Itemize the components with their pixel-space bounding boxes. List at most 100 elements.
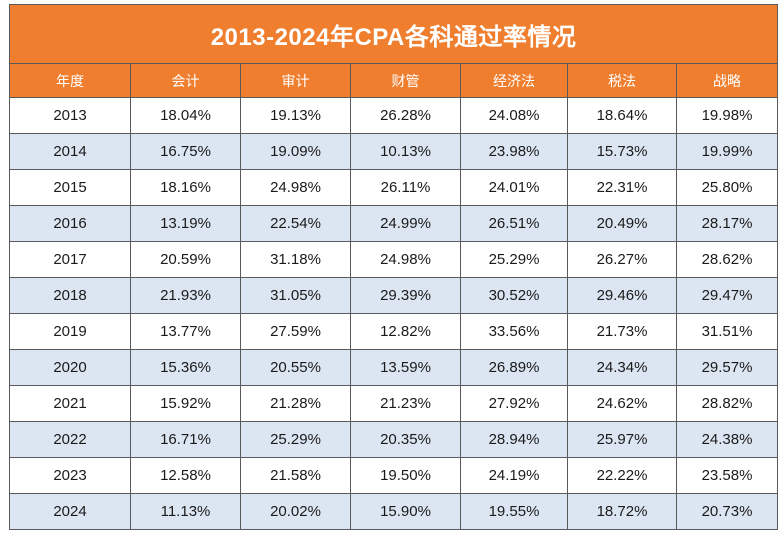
cell-audit: 31.05% [240, 277, 351, 314]
cell-accounting: 13.19% [130, 205, 241, 242]
pass-rate-table: 2013-2024年CPA各科通过率情况 年度 会计 审计 财管 经济法 税法 … [8, 4, 779, 530]
cell-financial-management: 29.39% [350, 277, 461, 314]
cell-year: 2018 [9, 277, 131, 314]
cell-economic-law: 24.01% [460, 169, 568, 206]
header-financial-management: 财管 [350, 63, 461, 98]
table-row: 2024 11.13% 20.02% 15.90% 19.55% 18.72% 20.73% [9, 493, 779, 530]
table-row: 2017 20.59% 31.18% 24.98% 25.29% 26.27% 28.62% [9, 241, 779, 278]
cell-audit: 27.59% [240, 313, 351, 350]
cell-accounting: 13.77% [130, 313, 241, 350]
cell-economic-law: 26.51% [460, 205, 568, 242]
cell-financial-management: 24.99% [350, 205, 461, 242]
cell-year: 2021 [9, 385, 131, 422]
cell-audit: 20.55% [240, 349, 351, 386]
cell-year: 2019 [9, 313, 131, 350]
cell-audit: 19.09% [240, 133, 351, 170]
table-title: 2013-2024年CPA各科通过率情况 [8, 4, 779, 64]
cell-economic-law: 19.55% [460, 493, 568, 530]
cell-accounting: 16.75% [130, 133, 241, 170]
cell-tax-law: 29.46% [567, 277, 677, 314]
cell-strategy: 23.58% [675, 457, 779, 494]
header-row: 年度 会计 审计 财管 经济法 税法 战略 [9, 63, 779, 98]
cell-strategy: 31.51% [675, 313, 779, 350]
cell-year: 2015 [9, 169, 131, 206]
table-row: 2022 16.71% 25.29% 20.35% 28.94% 25.97% 24.38% [9, 421, 779, 458]
cell-economic-law: 25.29% [460, 241, 568, 278]
cell-tax-law: 20.49% [567, 205, 677, 242]
cell-strategy: 28.17% [675, 205, 779, 242]
pass-rate-table-container: 2013-2024年CPA各科通过率情况 年度 会计 审计 财管 经济法 税法 … [8, 4, 779, 530]
cell-year: 2013 [9, 97, 131, 134]
cell-audit: 31.18% [240, 241, 351, 278]
cell-strategy: 29.57% [675, 349, 779, 386]
header-year: 年度 [9, 63, 131, 98]
table-row: 2019 13.77% 27.59% 12.82% 33.56% 21.73% 31.51% [9, 313, 779, 350]
cell-financial-management: 19.50% [350, 457, 461, 494]
cell-tax-law: 26.27% [567, 241, 677, 278]
cell-financial-management: 26.11% [350, 169, 461, 206]
table-row: 2023 12.58% 21.58% 19.50% 24.19% 22.22% 23.58% [9, 457, 779, 494]
cell-accounting: 18.16% [130, 169, 241, 206]
cell-year: 2020 [9, 349, 131, 386]
cell-year: 2023 [9, 457, 131, 494]
cell-tax-law: 24.34% [567, 349, 677, 386]
cell-accounting: 20.59% [130, 241, 241, 278]
cell-year: 2017 [9, 241, 131, 278]
cell-year: 2014 [9, 133, 131, 170]
cell-financial-management: 20.35% [350, 421, 461, 458]
cell-financial-management: 21.23% [350, 385, 461, 422]
cell-economic-law: 27.92% [460, 385, 568, 422]
cell-accounting: 16.71% [130, 421, 241, 458]
cell-strategy: 25.80% [675, 169, 779, 206]
cell-accounting: 11.13% [130, 493, 241, 530]
cell-audit: 22.54% [240, 205, 351, 242]
table-row: 2015 18.16% 24.98% 26.11% 24.01% 22.31% 25.80% [9, 169, 779, 206]
cell-tax-law: 25.97% [567, 421, 677, 458]
table-row: 2014 16.75% 19.09% 10.13% 23.98% 15.73% 19.99% [9, 133, 779, 170]
table-row: 2018 21.93% 31.05% 29.39% 30.52% 29.46% 29.47% [9, 277, 779, 314]
cell-financial-management: 10.13% [350, 133, 461, 170]
cell-year: 2022 [9, 421, 131, 458]
table-row: 2020 15.36% 20.55% 13.59% 26.89% 24.34% 29.57% [9, 349, 779, 386]
cell-strategy: 28.62% [675, 241, 779, 278]
cell-year: 2024 [9, 493, 131, 530]
header-economic-law: 经济法 [460, 63, 568, 98]
cell-economic-law: 23.98% [460, 133, 568, 170]
cell-strategy: 28.82% [675, 385, 779, 422]
cell-accounting: 18.04% [130, 97, 241, 134]
header-audit: 审计 [240, 63, 351, 98]
table-body: 2013 18.04% 19.13% 26.28% 24.08% 18.64% 19.98%… [9, 97, 779, 530]
cell-tax-law: 22.22% [567, 457, 677, 494]
table-row: 2021 15.92% 21.28% 21.23% 27.92% 24.62% 28.82% [9, 385, 779, 422]
cell-economic-law: 28.94% [460, 421, 568, 458]
cell-year: 2016 [9, 205, 131, 242]
cell-audit: 21.28% [240, 385, 351, 422]
table-row: 2013 18.04% 19.13% 26.28% 24.08% 18.64% 19.98% [9, 97, 779, 134]
cell-financial-management: 24.98% [350, 241, 461, 278]
cell-audit: 24.98% [240, 169, 351, 206]
cell-tax-law: 15.73% [567, 133, 677, 170]
cell-tax-law: 21.73% [567, 313, 677, 350]
cell-strategy: 19.98% [675, 97, 779, 134]
cell-economic-law: 30.52% [460, 277, 568, 314]
cell-tax-law: 18.64% [567, 97, 677, 134]
cell-tax-law: 18.72% [567, 493, 677, 530]
cell-audit: 21.58% [240, 457, 351, 494]
cell-financial-management: 12.82% [350, 313, 461, 350]
header-tax-law: 税法 [567, 63, 677, 98]
table-row: 2016 13.19% 22.54% 24.99% 26.51% 20.49% 28.17% [9, 205, 779, 242]
cell-accounting: 12.58% [130, 457, 241, 494]
cell-economic-law: 26.89% [460, 349, 568, 386]
cell-economic-law: 24.08% [460, 97, 568, 134]
cell-audit: 20.02% [240, 493, 351, 530]
cell-accounting: 21.93% [130, 277, 241, 314]
cell-accounting: 15.36% [130, 349, 241, 386]
cell-financial-management: 13.59% [350, 349, 461, 386]
cell-accounting: 15.92% [130, 385, 241, 422]
header-strategy: 战略 [675, 63, 779, 98]
cell-strategy: 24.38% [675, 421, 779, 458]
cell-strategy: 29.47% [675, 277, 779, 314]
header-accounting: 会计 [130, 63, 241, 98]
cell-economic-law: 33.56% [460, 313, 568, 350]
cell-audit: 19.13% [240, 97, 351, 134]
